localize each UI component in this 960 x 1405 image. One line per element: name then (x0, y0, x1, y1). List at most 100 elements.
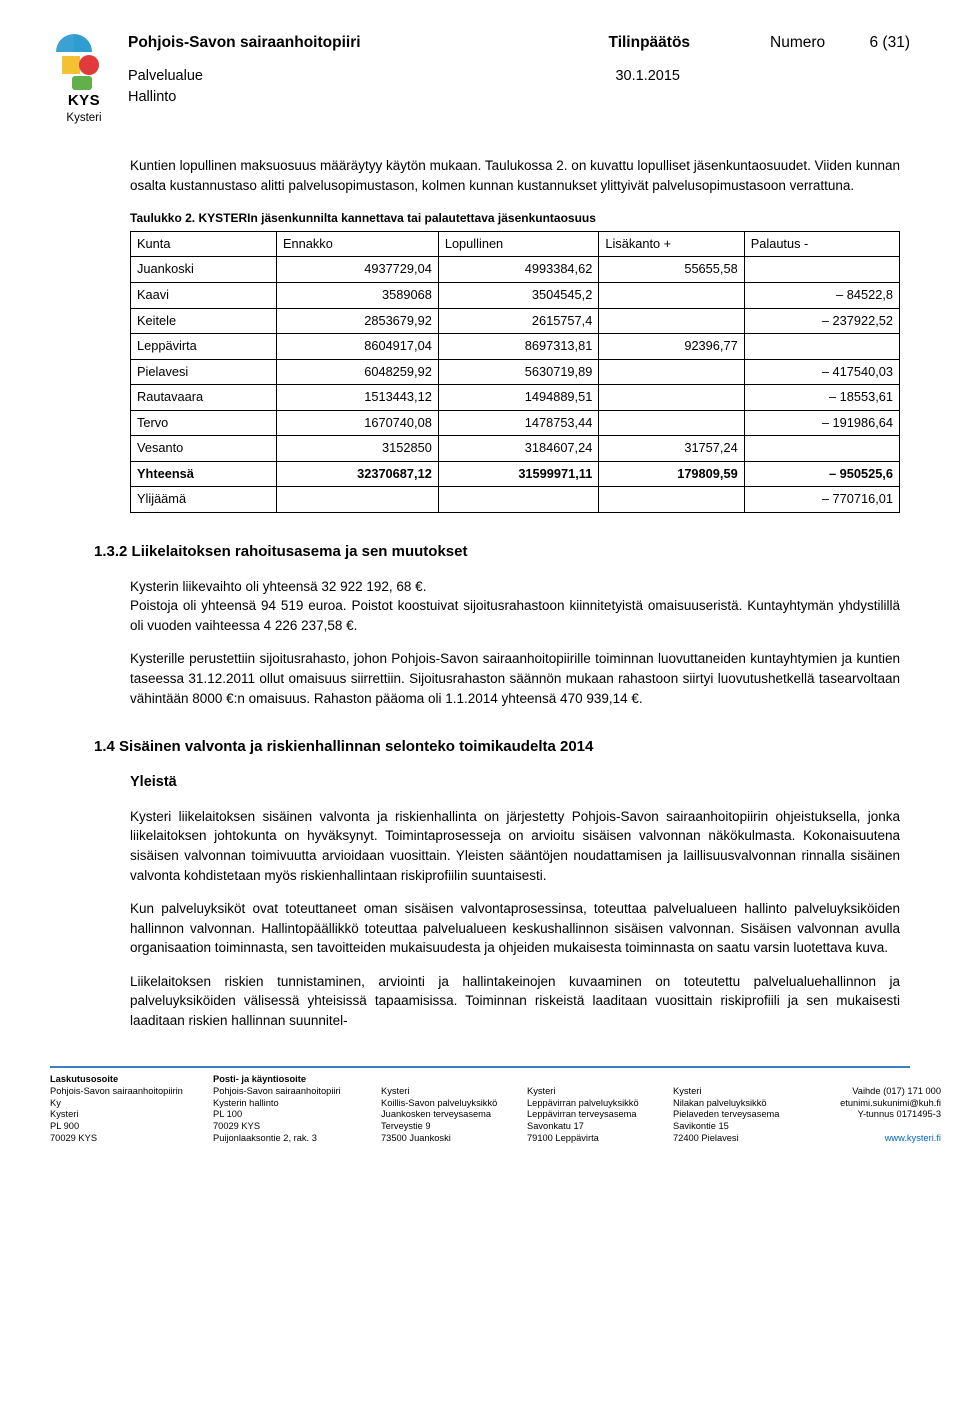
table-row: Juankoski4937729,044993384,6255655,58 (131, 257, 900, 283)
content: Kuntien lopullinen maksuosuus määräytyy … (130, 156, 900, 1030)
data-table: Kunta Ennakko Lopullinen Lisäkanto + Pal… (130, 231, 900, 513)
footer-c1-l1: Pohjois-Savon sairaanhoitopiirin Ky (50, 1086, 195, 1109)
footer-c4-l4: Savonkatu 17 (527, 1121, 655, 1133)
cell-label: Leppävirta (131, 334, 277, 360)
cell-lisakanto (599, 283, 744, 309)
doc-type: Tilinpäätös (609, 32, 691, 54)
kys-logo-icon (54, 32, 114, 92)
footer-c5-l2: Nilakan palveluyksikkö (673, 1098, 793, 1110)
s14-p1: Kysteri liikelaitoksen sisäinen valvonta… (130, 807, 900, 885)
logo-text: KYS (68, 90, 100, 112)
cell-palautus: – 84522,8 (744, 283, 899, 309)
footer-c6-l3: Y-tunnus 0171495-3 (811, 1109, 941, 1121)
header: KYS Kysteri Pohjois-Savon sairaanhoitopi… (50, 32, 910, 126)
footer-col-3: Kysteri Koillis-Savon palveluyksikkö Jua… (381, 1074, 509, 1144)
table-row: Ylijäämä– 770716,01 (131, 487, 900, 513)
heading-14: 1.4 Sisäinen valvonta ja riskienhallinna… (94, 736, 900, 758)
table-caption: Taulukko 2. KYSTERIn jäsenkunnilta kanne… (130, 210, 900, 227)
footer-col-5: Kysteri Nilakan palveluyksikkö Pielavede… (673, 1074, 793, 1144)
cell-ennakko: 1513443,12 (277, 385, 439, 411)
table-row: Vesanto31528503184607,2431757,24 (131, 436, 900, 462)
cell-label: Yhteensä (131, 461, 277, 487)
footer-col-4: Kysteri Leppävirran palveluyksikkö Leppä… (527, 1074, 655, 1144)
cell-label: Ylijäämä (131, 487, 277, 513)
cell-ennakko: 2853679,92 (277, 308, 439, 334)
intro-paragraph: Kuntien lopullinen maksuosuus määräytyy … (130, 156, 900, 195)
cell-label: Rautavaara (131, 385, 277, 411)
header-top-row: Pohjois-Savon sairaanhoitopiiri Tilinpää… (128, 32, 910, 54)
table-row: Keitele2853679,922615757,4– 237922,52 (131, 308, 900, 334)
s132-p1: Kysterin liikevaihto oli yhteensä 32 922… (130, 577, 900, 597)
footer-c2-l2: Kysterin hallinto (213, 1098, 363, 1110)
footer-c2-l1: Pohjois-Savon sairaanhoitopiiri (213, 1086, 363, 1098)
col-palautus: Palautus - (744, 231, 899, 257)
subheading-yleista: Yleistä (130, 772, 900, 793)
palvelualue-label: Palvelualue (128, 66, 203, 87)
table-row: Pielavesi6048259,925630719,89– 417540,03 (131, 359, 900, 385)
footer-c4-l5: 79100 Leppävirta (527, 1133, 655, 1145)
cell-label: Juankoski (131, 257, 277, 283)
cell-lopullinen: 5630719,89 (438, 359, 599, 385)
cell-ennakko: 8604917,04 (277, 334, 439, 360)
cell-palautus (744, 436, 899, 462)
footer-c6-l1: Vaihde (017) 171 000 (811, 1086, 941, 1098)
cell-label: Vesanto (131, 436, 277, 462)
cell-lisakanto (599, 385, 744, 411)
table-row: Rautavaara1513443,121494889,51– 18553,61 (131, 385, 900, 411)
s132-p2: Poistoja oli yhteensä 94 519 euroa. Pois… (130, 596, 900, 635)
footer-c5-l3: Pielaveden terveysasema (673, 1109, 793, 1121)
cell-lopullinen: 31599971,11 (438, 461, 599, 487)
footer-c2-title: Posti- ja käyntiosoite (213, 1074, 363, 1086)
cell-lopullinen: 3184607,24 (438, 436, 599, 462)
footer-c3-l1: Kysteri (381, 1086, 509, 1098)
footer-c3-l2: Koillis-Savon palveluyksikkö (381, 1098, 509, 1110)
hallinto-label: Hallinto (128, 87, 203, 108)
cell-label: Kaavi (131, 283, 277, 309)
cell-lopullinen: 3504545,2 (438, 283, 599, 309)
numero-block: Numero 6 (31) (770, 32, 910, 54)
footer: Laskutusosoite Pohjois-Savon sairaanhoit… (50, 1066, 910, 1144)
footer-c4-l3: Leppävirran terveysasema (527, 1109, 655, 1121)
cell-palautus: – 18553,61 (744, 385, 899, 411)
cell-ennakko: 4937729,04 (277, 257, 439, 283)
cell-palautus: – 237922,52 (744, 308, 899, 334)
table-row: Leppävirta8604917,048697313,8192396,77 (131, 334, 900, 360)
cell-lopullinen (438, 487, 599, 513)
cell-lisakanto (599, 359, 744, 385)
footer-col-6: Vaihde (017) 171 000 etunimi.sukunimi@ku… (811, 1074, 941, 1144)
table-row: Kaavi35890683504545,2 – 84522,8 (131, 283, 900, 309)
footer-c3-l3: Juankosken terveysasema (381, 1109, 509, 1121)
footer-c1-l4: 70029 KYS (50, 1133, 195, 1145)
org-name: Pohjois-Savon sairaanhoitopiiri (128, 32, 361, 54)
cell-palautus (744, 334, 899, 360)
cell-lisakanto (599, 308, 744, 334)
page-number: 6 (31) (870, 34, 911, 51)
cell-lisakanto (599, 410, 744, 436)
cell-ennakko: 3589068 (277, 283, 439, 309)
logo-block: KYS Kysteri (50, 32, 118, 126)
s132-p3: Kysterille perustettiin sijoitusrahasto,… (130, 649, 900, 708)
col-lopullinen: Lopullinen (438, 231, 599, 257)
col-kunta: Kunta (131, 231, 277, 257)
logo-subtext: Kysteri (66, 110, 101, 127)
cell-lisakanto (599, 487, 744, 513)
cell-label: Tervo (131, 410, 277, 436)
cell-label: Pielavesi (131, 359, 277, 385)
cell-lisakanto: 55655,58 (599, 257, 744, 283)
footer-c1-l3: PL 900 (50, 1121, 195, 1133)
footer-c2-l4: 70029 KYS (213, 1121, 363, 1133)
cell-lopullinen: 8697313,81 (438, 334, 599, 360)
header-date: 30.1.2015 (615, 66, 680, 108)
numero-label: Numero (770, 34, 825, 51)
footer-c4-l2: Leppävirran palveluyksikkö (527, 1098, 655, 1110)
cell-palautus: – 191986,64 (744, 410, 899, 436)
footer-c2-l5: Puijonlaaksontie 2, rak. 3 (213, 1133, 363, 1145)
cell-lopullinen: 1478753,44 (438, 410, 599, 436)
header-sub-left: Palvelualue Hallinto (128, 66, 203, 108)
cell-ennakko: 3152850 (277, 436, 439, 462)
footer-c5-l4: Savikontie 15 (673, 1121, 793, 1133)
footer-col-1: Laskutusosoite Pohjois-Savon sairaanhoit… (50, 1074, 195, 1144)
footer-c1-l2: Kysteri (50, 1109, 195, 1121)
footer-link[interactable]: www.kysteri.fi (811, 1133, 941, 1145)
cell-palautus: – 950525,6 (744, 461, 899, 487)
